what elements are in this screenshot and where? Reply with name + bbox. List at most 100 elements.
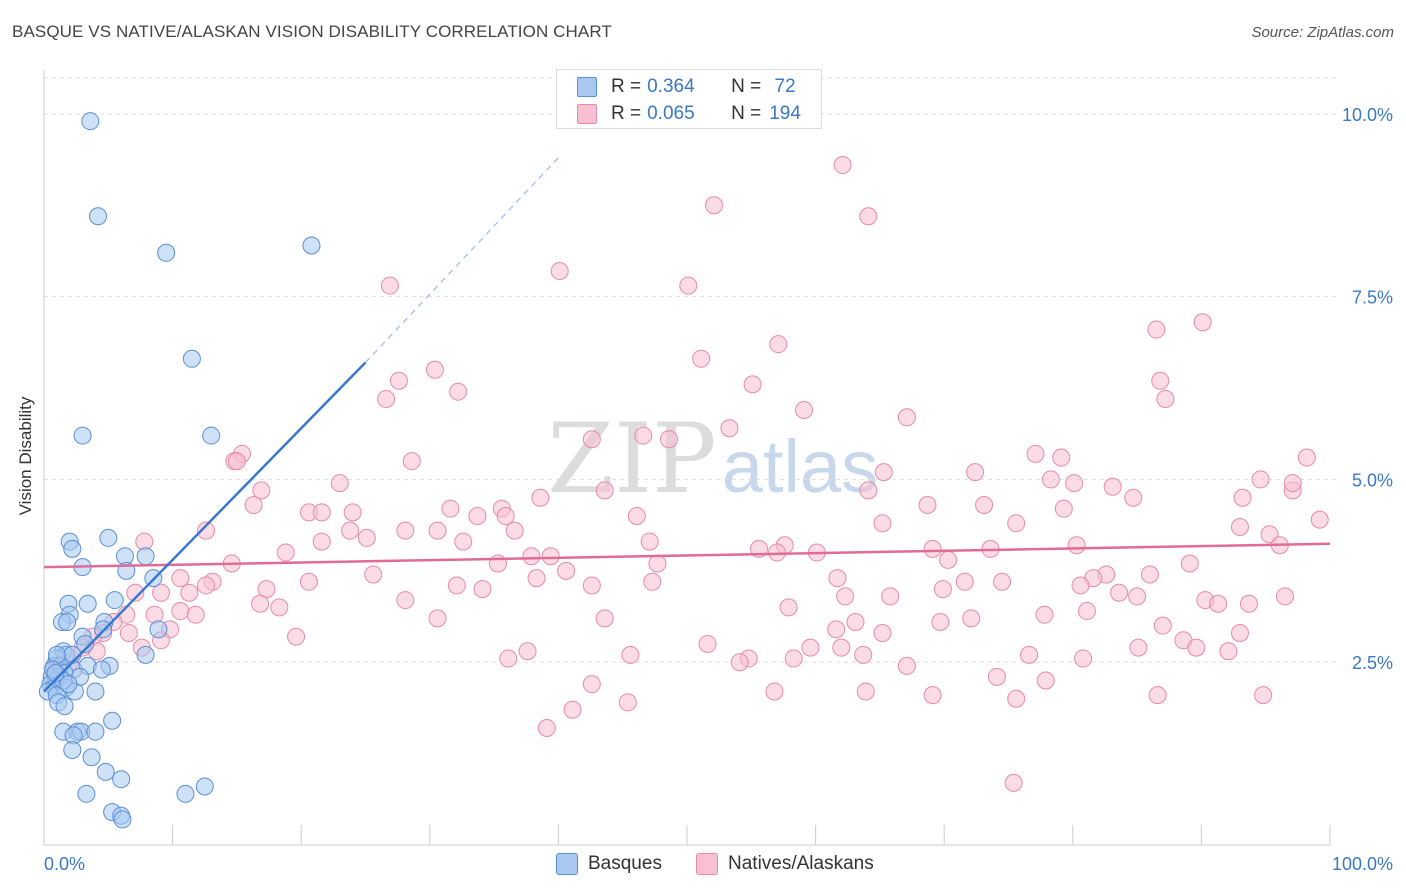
- legend-swatch-natives: [696, 853, 718, 875]
- native-point: [473, 580, 492, 599]
- native-point: [505, 521, 524, 540]
- native-point: [171, 602, 190, 621]
- native-point: [627, 506, 646, 525]
- native-point: [705, 196, 724, 215]
- native-point: [522, 547, 541, 566]
- native-point: [227, 452, 246, 471]
- basque-point: [78, 594, 97, 613]
- native-point: [730, 653, 749, 672]
- native-point: [180, 583, 199, 602]
- native-point: [1153, 616, 1172, 635]
- native-point: [1193, 313, 1212, 332]
- native-point: [827, 620, 846, 639]
- native-point: [402, 452, 421, 471]
- legend-item-basques[interactable]: Basques: [556, 850, 662, 878]
- native-point: [454, 532, 473, 551]
- native-point: [1151, 371, 1170, 390]
- native-point: [126, 583, 145, 602]
- x-tick-label: 0.0%: [44, 854, 85, 874]
- n-value: 194: [769, 103, 801, 124]
- native-point: [251, 594, 270, 613]
- native-point: [784, 649, 803, 668]
- native-point: [643, 572, 662, 591]
- basque-point: [73, 426, 92, 445]
- native-point: [152, 583, 171, 602]
- native-point: [634, 426, 653, 445]
- native-point: [1233, 488, 1252, 507]
- legend-row-natives: R = 0.065 N = 194: [577, 101, 801, 127]
- native-point: [1054, 499, 1073, 518]
- native-point: [1187, 638, 1206, 657]
- y-tick-label: 2.5%: [1352, 653, 1393, 673]
- basque-point: [136, 645, 155, 664]
- native-point: [1148, 686, 1167, 705]
- watermark-zip: ZIP: [547, 403, 716, 515]
- native-point: [765, 682, 784, 701]
- native-point: [389, 371, 408, 390]
- native-point: [1124, 488, 1143, 507]
- native-point: [496, 506, 515, 525]
- native-point: [531, 488, 550, 507]
- legend-item-natives[interactable]: Natives/Alaskans: [696, 850, 874, 878]
- native-point: [171, 569, 190, 588]
- native-point: [873, 514, 892, 533]
- basque-point: [55, 697, 74, 716]
- native-point: [659, 430, 678, 449]
- native-point: [1026, 444, 1045, 463]
- native-point: [449, 382, 468, 401]
- native-point: [846, 613, 865, 632]
- native-point: [836, 587, 855, 606]
- native-point: [276, 543, 295, 562]
- native-point: [537, 719, 556, 738]
- n-value: 72: [769, 76, 796, 97]
- native-point: [1110, 583, 1129, 602]
- native-point: [1219, 642, 1238, 661]
- native-point: [312, 532, 331, 551]
- native-point: [396, 591, 415, 610]
- native-point: [621, 645, 640, 664]
- native-point: [1230, 623, 1249, 642]
- native-point: [1071, 576, 1090, 595]
- native-point: [343, 503, 362, 522]
- native-point: [1077, 602, 1096, 621]
- basque-point: [202, 426, 221, 445]
- basque-point: [149, 620, 168, 639]
- basque-point: [92, 660, 111, 679]
- native-point: [1128, 587, 1147, 606]
- native-point: [428, 609, 447, 628]
- native-point: [939, 550, 958, 569]
- correlation-legend: R = 0.364 N = 72 R = 0.065 N = 194: [556, 69, 822, 129]
- basque-point: [99, 528, 118, 547]
- basque-point: [176, 784, 195, 803]
- basque-point: [136, 547, 155, 566]
- native-point: [897, 656, 916, 675]
- native-point: [918, 496, 937, 515]
- basque-point: [96, 762, 115, 781]
- native-point: [743, 375, 762, 394]
- watermark-atlas: atlas: [722, 425, 878, 508]
- native-point: [197, 576, 216, 595]
- native-point: [1180, 554, 1199, 573]
- native-point: [1254, 686, 1273, 705]
- native-point: [287, 627, 306, 646]
- y-axis-label: Vision Disability: [16, 396, 35, 516]
- native-point: [1239, 594, 1258, 613]
- basques-trend-line: [43, 361, 367, 693]
- native-point: [1283, 474, 1302, 493]
- native-point: [1052, 448, 1071, 467]
- legend-label-basques: Basques: [588, 853, 662, 874]
- basque-point: [86, 722, 105, 741]
- native-point: [244, 496, 263, 515]
- native-point: [441, 499, 460, 518]
- basque-point: [58, 613, 77, 632]
- native-point: [527, 569, 546, 588]
- native-point: [1103, 477, 1122, 496]
- native-point: [1251, 470, 1270, 489]
- basque-point: [81, 112, 100, 131]
- native-point: [987, 667, 1006, 686]
- native-point: [854, 645, 873, 664]
- native-point: [1230, 517, 1249, 536]
- native-point: [377, 390, 396, 409]
- basque-point: [46, 664, 65, 683]
- basques-trend-extension: [365, 157, 559, 363]
